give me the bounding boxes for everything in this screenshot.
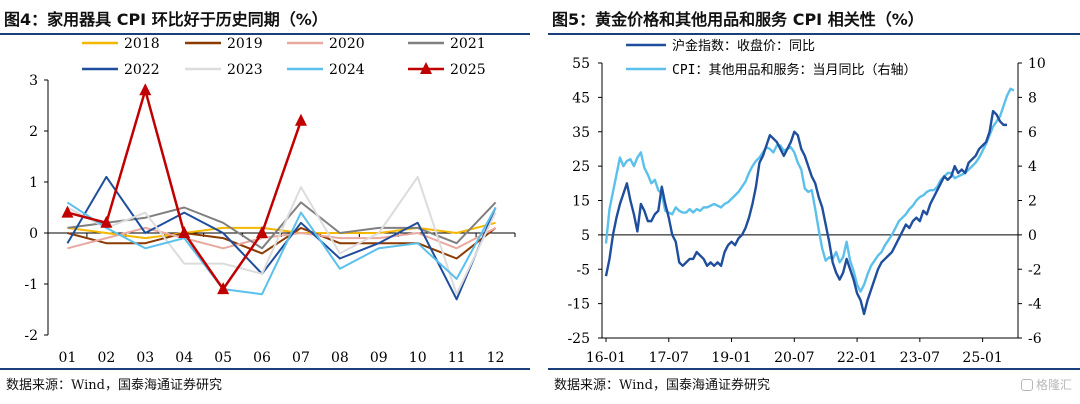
right-y-tick-label: 2 (1028, 194, 1037, 210)
legend-marker-2025 (420, 62, 432, 74)
x-tick-label: 01 (59, 350, 77, 366)
left-y-tick-label: 5 (581, 228, 590, 244)
right-y-tick-label: -6 (1028, 331, 1042, 347)
right-y-tick-label: 10 (1028, 56, 1046, 72)
left-y-tick-label: 35 (572, 125, 590, 141)
legend-label-2022: 2022 (124, 62, 160, 78)
series-line-2024 (66, 201, 497, 296)
x-tick-label: 23-07 (900, 350, 940, 366)
x-tick-label: 10 (409, 350, 427, 366)
legend-label-gold: 沪金指数：收盘价：同比 (672, 38, 815, 54)
gold-index-line (604, 109, 1008, 316)
data-point-marker (217, 282, 230, 295)
series-line-2022 (66, 175, 497, 301)
left-chart-title: 图4：家用器具 CPI 环比好于历史同期（%） (4, 10, 328, 29)
data-point-marker (294, 113, 307, 126)
series-line-2025 (67, 88, 303, 291)
legend-label-2021: 2021 (450, 36, 486, 52)
x-tick-label: 03 (136, 350, 154, 366)
series-line-2021 (67, 201, 497, 250)
y-tick-label: 1 (29, 175, 38, 191)
left-source-rule (0, 368, 530, 370)
right-y-tick-label: 0 (1028, 228, 1037, 244)
x-tick-label: 12 (487, 350, 505, 366)
left-y-tick-label: -15 (567, 297, 590, 313)
legend-label-cpi: CPI：其他用品和服务：当月同比（右轴） (672, 62, 916, 78)
left-y-tick-label: 55 (572, 56, 590, 72)
x-tick-label: 11 (448, 350, 466, 366)
right-y-tick-label: 4 (1028, 159, 1037, 175)
x-tick-label: 17-07 (649, 350, 689, 366)
legend-label-2018: 2018 (124, 36, 160, 52)
x-tick-label: 05 (214, 350, 232, 366)
left-y-tick-label: -25 (567, 331, 590, 347)
left-y-tick-label: 45 (572, 90, 590, 106)
x-tick-label: 06 (253, 350, 271, 366)
x-tick-label: 16-01 (586, 350, 626, 366)
x-tick-label: 19-01 (711, 350, 751, 366)
cpi-other-line (604, 87, 1015, 293)
x-tick-label: 07 (292, 350, 310, 366)
x-tick-label: 02 (97, 350, 115, 366)
legend-label-2025: 2025 (450, 62, 486, 78)
series-line-2023 (66, 175, 497, 296)
right-source-rule (548, 368, 1080, 370)
legend-label-2019: 2019 (227, 36, 263, 52)
right-y-tick-label: 8 (1028, 90, 1037, 106)
left-title-rule (0, 33, 530, 35)
right-y-tick-label: 6 (1028, 125, 1037, 141)
y-tick-label: -2 (24, 328, 38, 344)
y-tick-label: 0 (29, 226, 38, 242)
x-tick-label: 22-01 (837, 350, 877, 366)
x-tick-label: 04 (175, 350, 193, 366)
data-point-marker (178, 226, 191, 238)
y-tick-label: 2 (29, 124, 38, 140)
series-line-2019 (67, 226, 497, 260)
x-tick-label: 20-07 (774, 350, 814, 366)
x-tick-label: 08 (331, 350, 349, 366)
right-chart-source: 数据来源：Wind，国泰海通证券研究 (554, 378, 770, 393)
legend-label-2023: 2023 (227, 62, 263, 78)
right-chart-panel: 图5：黄金价格和其他用品和服务 CPI 相关性（%） -25 -15 -5 5 15 25… (548, 0, 1080, 404)
left-y-tick-label: -5 (576, 262, 590, 278)
watermark-text: 格隆汇 (1035, 378, 1072, 392)
right-y-tick-label: -4 (1028, 297, 1042, 313)
watermark-logo-icon (1020, 379, 1033, 391)
data-point-marker (61, 205, 74, 218)
watermark: 格隆汇 (1020, 376, 1072, 393)
left-chart-source: 数据来源：Wind，国泰海通证券研究 (6, 378, 222, 393)
x-tick-label: 25-01 (962, 350, 1002, 366)
y-tick-label: 3 (29, 73, 38, 89)
data-point-marker (100, 215, 113, 228)
left-y-tick-label: 25 (572, 159, 590, 175)
legend-label-2020: 2020 (329, 36, 365, 52)
left-y-tick-label: 15 (572, 194, 590, 210)
x-tick-label: 09 (370, 350, 388, 366)
data-point-marker (256, 226, 269, 238)
right-chart-title: 图5：黄金价格和其他用品和服务 CPI 相关性（%） (552, 10, 924, 29)
right-title-rule (548, 33, 1080, 35)
left-chart-panel: 图4：家用器具 CPI 环比好于历史同期（%） -2 -1 0 1 2 3 01 02 03 04… (0, 0, 530, 404)
data-point-marker (139, 83, 152, 96)
right-chart-svg: -25 -15 -5 5 15 25 35 45 55 -6 -4 -2 0 2 4 6 8 10 16-01 17-… (567, 38, 1046, 366)
legend-label-2024: 2024 (329, 62, 365, 78)
y-tick-label: -1 (24, 277, 38, 293)
right-y-tick-label: -2 (1028, 262, 1042, 278)
